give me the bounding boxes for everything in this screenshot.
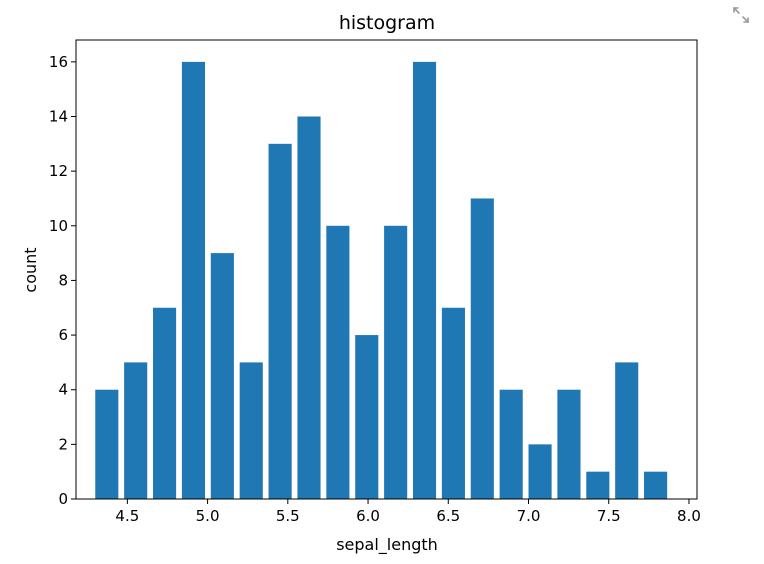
x-tick-label: 7.0	[517, 507, 541, 525]
histogram-bar-1	[95, 389, 119, 499]
histogram-bar-19	[615, 362, 639, 499]
x-axis-label: sepal_length	[336, 535, 438, 555]
plot-frame	[75, 39, 698, 500]
x-tick-label: 5.5	[276, 507, 300, 525]
histogram-bar-13	[441, 307, 465, 499]
histogram-bar-20	[644, 471, 668, 499]
histogram-bar-9	[326, 225, 350, 500]
y-tick-label: 8	[58, 271, 68, 289]
histogram-bar-10	[355, 335, 379, 499]
y-tick-label: 0	[58, 490, 68, 508]
x-tick-label: 6.5	[436, 507, 460, 525]
y-tick-label: 10	[49, 217, 68, 235]
x-tick-label: 4.5	[115, 507, 139, 525]
histogram-bar-5	[210, 253, 234, 499]
histogram-bar-16	[528, 444, 552, 499]
x-tick-label: 7.5	[597, 507, 621, 525]
histogram-bar-18	[586, 471, 610, 499]
y-tick-label: 12	[49, 162, 68, 180]
histogram-bar-3	[153, 307, 177, 499]
y-tick-label: 4	[58, 381, 68, 399]
histogram-bar-15	[499, 389, 523, 499]
y-tick-label: 14	[49, 108, 68, 126]
expand-arrows-icon	[733, 7, 749, 23]
y-tick-label: 2	[58, 435, 68, 453]
expand-button[interactable]	[731, 5, 751, 25]
histogram-bar-2	[124, 362, 148, 499]
x-tick-label: 6.0	[356, 507, 380, 525]
histogram-bar-4	[181, 61, 206, 499]
y-axis-label: count	[21, 247, 40, 292]
chart-title: histogram	[339, 12, 435, 34]
y-tick-label: 16	[49, 53, 68, 71]
histogram-bar-12	[412, 61, 437, 499]
y-tick-label: 6	[58, 326, 68, 344]
histogram-bar-8	[297, 116, 321, 499]
x-tick-label: 5.0	[196, 507, 220, 525]
histogram-bar-7	[268, 143, 292, 500]
histogram-bar-14	[470, 198, 494, 499]
histogram-bar-11	[384, 225, 408, 500]
histogram-bar-6	[239, 362, 263, 499]
x-tick-label: 8.0	[677, 507, 701, 525]
histogram-bar-17	[557, 389, 581, 499]
